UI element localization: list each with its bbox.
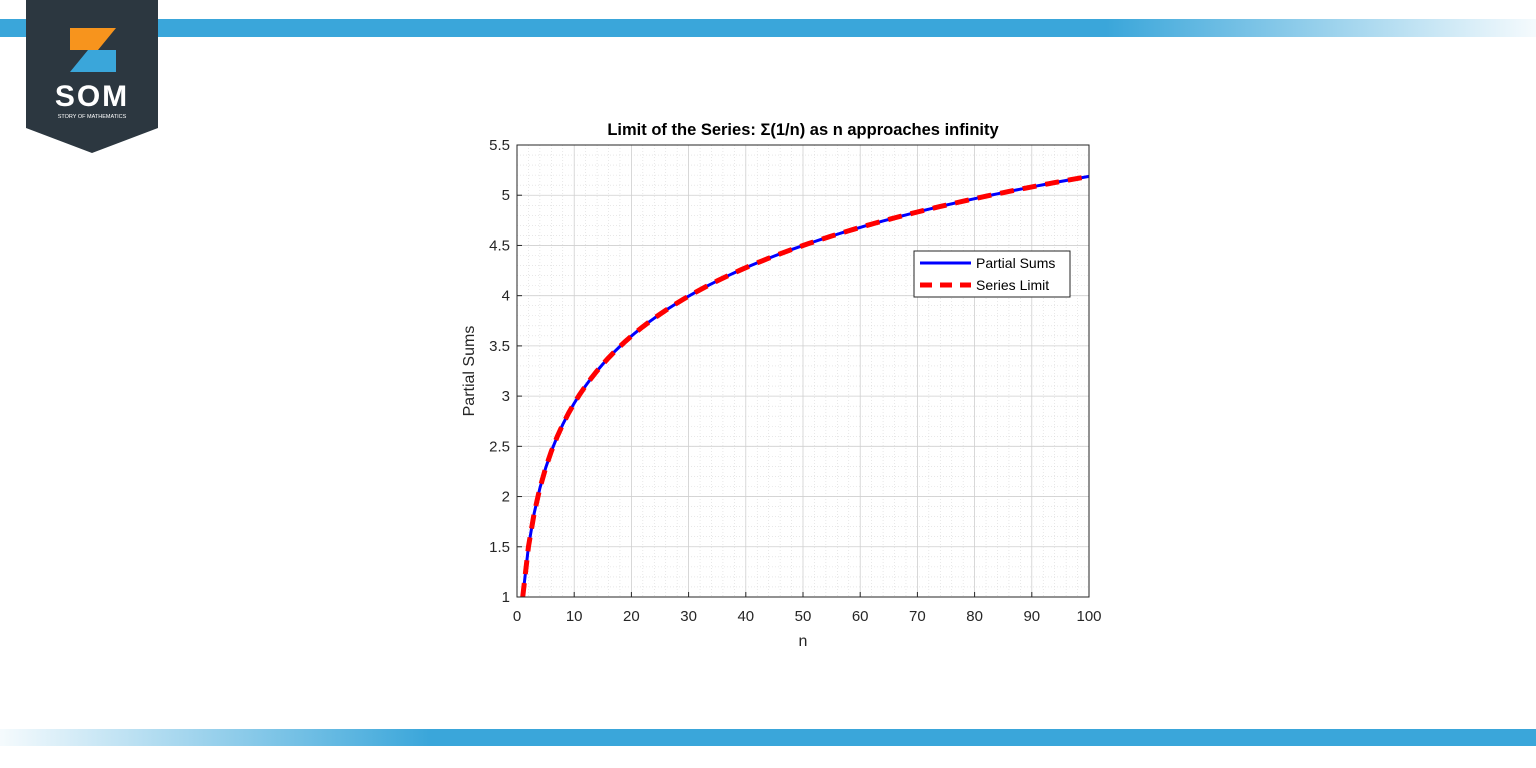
y-tick-label: 5	[502, 187, 510, 204]
som-logo: SOM STORY OF MATHEMATICS	[26, 0, 158, 153]
logo-tagline: STORY OF MATHEMATICS	[58, 114, 127, 120]
y-tick-label: 4	[502, 288, 510, 305]
x-tick-label: 100	[1076, 608, 1101, 625]
series-limit-line	[520, 173, 1090, 598]
chart-title: Limit of the Series: Σ(1/n) as n approac…	[607, 121, 999, 139]
y-axis-ticks: 1 1.5 2 2.5 3 3.5 4 4.5 5 5.5	[489, 137, 522, 606]
y-tick-label: 3	[502, 388, 510, 405]
x-tick-label: 0	[513, 608, 521, 625]
y-tick-label: 1	[502, 589, 510, 606]
y-tick-label: 1.5	[489, 539, 510, 556]
bottom-accent-band	[0, 729, 1536, 746]
series-layer	[520, 173, 1090, 598]
y-tick-label: 3.5	[489, 338, 510, 355]
x-tick-label: 70	[909, 608, 926, 625]
y-tick-label: 2	[502, 489, 510, 506]
x-tick-label: 30	[680, 608, 697, 625]
y-tick-label: 2.5	[489, 438, 510, 455]
x-tick-label: 80	[966, 608, 983, 625]
x-tick-label: 40	[737, 608, 754, 625]
x-tick-label: 90	[1023, 608, 1040, 625]
x-tick-label: 20	[623, 608, 640, 625]
top-accent-band	[0, 19, 1536, 37]
x-axis-ticks: 0 10 20 30 40 50 60 70 80 90 100	[513, 592, 1102, 625]
x-tick-label: 50	[795, 608, 812, 625]
x-axis-label: n	[799, 633, 808, 650]
legend: Partial Sums Series Limit	[913, 250, 1071, 298]
legend-label-series-limit: Series Limit	[976, 277, 1049, 293]
legend-label-partial-sums: Partial Sums	[976, 255, 1055, 271]
logo-blue-shape	[70, 50, 116, 72]
x-tick-label: 10	[566, 608, 583, 625]
y-tick-label: 4.5	[489, 237, 510, 254]
y-tick-label: 5.5	[489, 137, 510, 154]
logo-wordmark: SOM	[55, 80, 129, 113]
logo-orange-shape	[70, 28, 116, 50]
y-axis-label: Partial Sums	[461, 326, 478, 417]
legend-box	[913, 250, 1071, 298]
x-tick-label: 60	[852, 608, 869, 625]
